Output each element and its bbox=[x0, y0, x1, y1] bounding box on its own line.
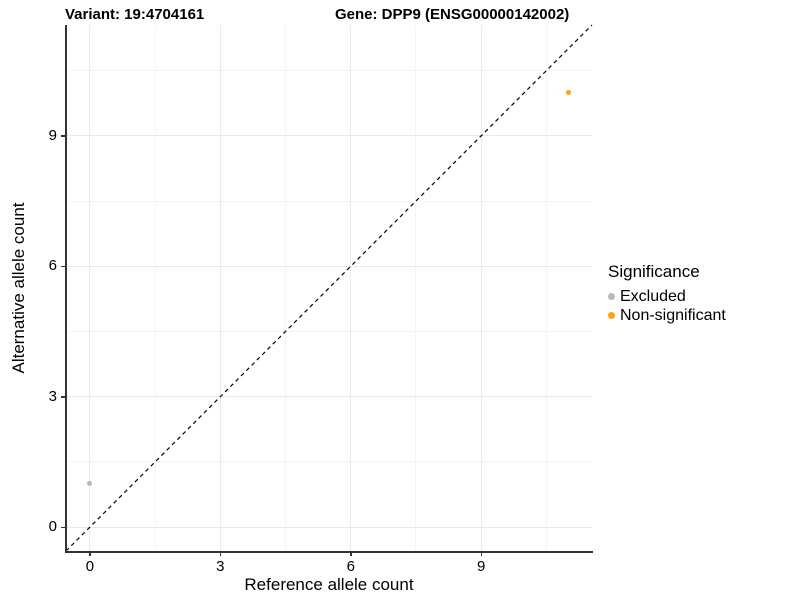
gridline-major-horizontal bbox=[66, 526, 592, 528]
x-axis-title: Reference allele count bbox=[244, 575, 414, 594]
x-tick-label: 6 bbox=[346, 558, 355, 575]
legend-item-label: Non-significant bbox=[620, 306, 726, 324]
y-tick-label: 0 bbox=[48, 518, 57, 536]
gridline-major-vertical bbox=[350, 25, 352, 551]
plot-title-variant: Variant: 19:4704161 bbox=[65, 6, 205, 23]
legend-item-label: Excluded bbox=[620, 287, 686, 305]
gridline-minor-horizontal bbox=[66, 70, 592, 72]
data-point-non-significant bbox=[565, 89, 571, 95]
gridline-minor-vertical bbox=[545, 25, 547, 551]
data-point-excluded bbox=[87, 481, 93, 487]
gridline-major-vertical bbox=[89, 25, 91, 551]
gridline-minor-horizontal bbox=[66, 461, 592, 463]
x-tick-label: 0 bbox=[85, 558, 95, 575]
gridline-minor-vertical bbox=[285, 25, 287, 551]
y-axis-title: Alternative allele count bbox=[9, 202, 28, 374]
y-tick-mark bbox=[61, 135, 65, 137]
legend-title: Significance bbox=[608, 262, 700, 281]
gridline-minor-horizontal bbox=[66, 200, 592, 202]
x-tick-label: 3 bbox=[216, 558, 225, 575]
legend: Significance Excluded Non-significant bbox=[608, 262, 726, 325]
legend-items: Excluded Non-significant bbox=[608, 287, 726, 325]
identity-line bbox=[65, 24, 593, 552]
legend-key-dot bbox=[608, 293, 615, 300]
y-tick-mark bbox=[61, 396, 65, 398]
x-tick-label: 9 bbox=[476, 558, 486, 575]
gridline-major-horizontal bbox=[66, 265, 592, 267]
gridline-major-horizontal bbox=[66, 396, 592, 398]
y-tick-label: 9 bbox=[48, 126, 57, 144]
plot-title-gene: Gene: DPP9 (ENSG00000142002) bbox=[335, 6, 570, 23]
y-tick-mark bbox=[61, 526, 65, 529]
x-tick-mark bbox=[219, 552, 222, 556]
x-tick-mark bbox=[350, 552, 352, 556]
y-tick-mark bbox=[61, 265, 65, 268]
legend-item: Non-significant bbox=[608, 306, 726, 325]
plot-panel bbox=[65, 24, 593, 552]
gridline-minor-vertical bbox=[154, 25, 156, 551]
y-tick-label: 6 bbox=[48, 257, 57, 275]
gridline-minor-vertical bbox=[415, 25, 417, 551]
x-tick-mark bbox=[89, 552, 91, 556]
legend-item: Excluded bbox=[608, 287, 726, 306]
x-tick-mark bbox=[480, 552, 483, 556]
x-axis-line bbox=[65, 551, 593, 553]
y-axis-line bbox=[65, 25, 67, 553]
legend-key-dot bbox=[608, 312, 615, 319]
gridline-major-horizontal bbox=[66, 135, 592, 137]
y-tick-label: 3 bbox=[48, 387, 57, 405]
gridline-major-vertical bbox=[480, 25, 482, 551]
gridline-major-vertical bbox=[219, 25, 221, 551]
gridline-minor-horizontal bbox=[66, 330, 592, 332]
